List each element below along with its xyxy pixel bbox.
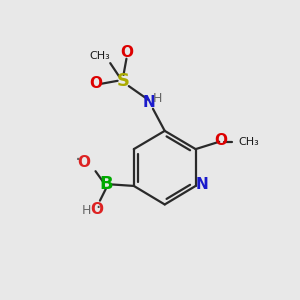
- Text: N: N: [196, 177, 208, 192]
- Text: N: N: [142, 95, 155, 110]
- Text: ·: ·: [75, 152, 81, 170]
- Text: O: O: [89, 76, 102, 91]
- Text: ·: ·: [95, 199, 101, 217]
- Text: O: O: [214, 133, 227, 148]
- Text: H: H: [153, 92, 162, 105]
- Text: S: S: [117, 72, 130, 90]
- Text: O: O: [120, 45, 133, 60]
- Text: H: H: [82, 205, 92, 218]
- Text: O: O: [77, 155, 90, 170]
- Text: O: O: [91, 202, 103, 217]
- Text: CH₃: CH₃: [238, 137, 259, 147]
- Text: B: B: [99, 176, 112, 194]
- Text: CH₃: CH₃: [90, 51, 110, 61]
